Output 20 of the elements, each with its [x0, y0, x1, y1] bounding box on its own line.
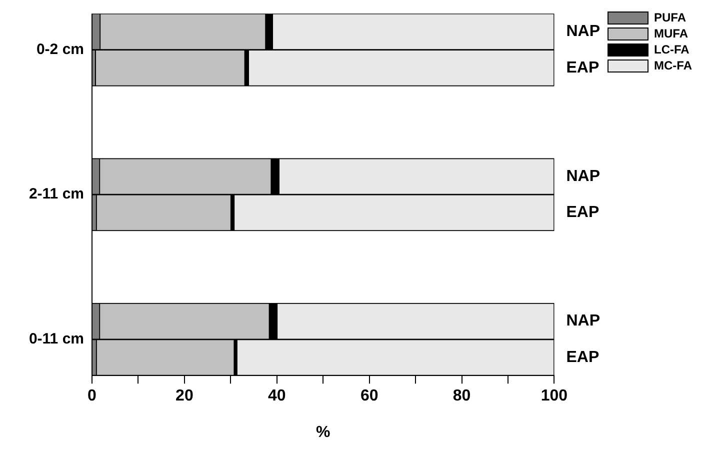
legend-label: LC-FA [654, 42, 690, 56]
y-tick-label: EAP [566, 59, 600, 76]
legend-label: MC-FA [654, 58, 692, 72]
y-tick-label: EAP [566, 348, 600, 366]
legend-label: PUFA [654, 10, 686, 24]
y-tick-label: NAP [566, 23, 600, 40]
x-tick-label: 80 [452, 388, 471, 405]
text: 2-11 cm [28, 186, 84, 203]
text: 0-11 cm [28, 330, 84, 348]
x-tick-label: 100 [540, 388, 568, 405]
x-tick-label: 0 [88, 388, 97, 405]
x-tick-label: 60 [360, 388, 378, 405]
x-axis-title: % [316, 424, 330, 441]
x-tick-label: 40 [268, 388, 286, 405]
y-tick-label: NAP [566, 168, 600, 185]
legend-label: MUFA [654, 26, 688, 40]
y-tick-label: EAP [566, 204, 600, 222]
y-tick-label: NAP [566, 312, 600, 330]
x-tick-label: 20 [176, 388, 194, 405]
text: 0-2 cm [36, 40, 84, 58]
